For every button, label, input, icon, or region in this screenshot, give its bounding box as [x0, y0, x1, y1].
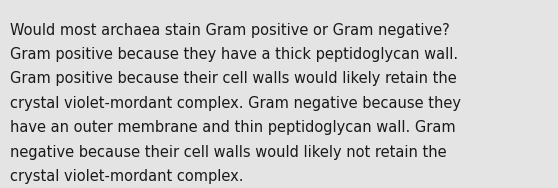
Text: Would most archaea stain Gram positive or Gram negative?: Would most archaea stain Gram positive o… — [10, 23, 450, 38]
Text: have an outer membrane and thin peptidoglycan wall. Gram: have an outer membrane and thin peptidog… — [10, 120, 456, 135]
Text: crystal violet-mordant complex.: crystal violet-mordant complex. — [10, 169, 243, 184]
Text: Gram positive because their cell walls would likely retain the: Gram positive because their cell walls w… — [10, 71, 457, 86]
Text: negative because their cell walls would likely not retain the: negative because their cell walls would … — [10, 145, 446, 160]
Text: crystal violet-mordant complex. Gram negative because they: crystal violet-mordant complex. Gram neg… — [10, 96, 461, 111]
Text: Gram positive because they have a thick peptidoglycan wall.: Gram positive because they have a thick … — [10, 47, 458, 62]
